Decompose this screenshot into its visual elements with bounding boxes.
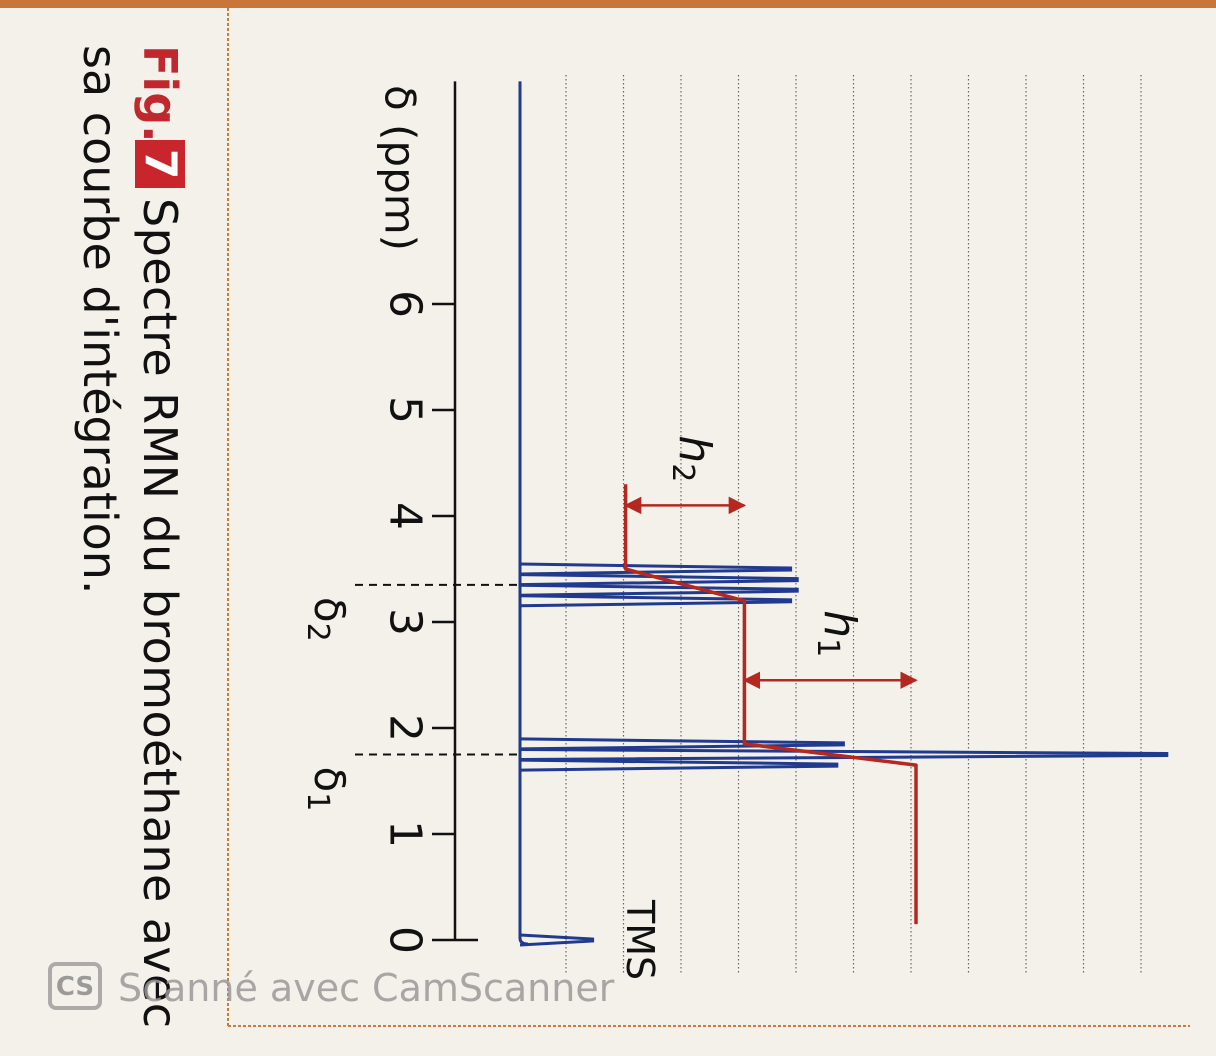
watermark-text: Scanné avec CamScanner bbox=[118, 966, 615, 1010]
peak bbox=[519, 594, 793, 608]
height-symbol: h bbox=[815, 610, 866, 638]
peak bbox=[519, 933, 595, 947]
peak bbox=[519, 737, 845, 751]
top-edge bbox=[0, 0, 1216, 8]
fig-number: 7 bbox=[135, 149, 186, 180]
tms-label: TMS bbox=[618, 899, 662, 980]
peak bbox=[519, 758, 839, 772]
x-axis-label: δ (ppm) bbox=[376, 85, 425, 251]
x-tick-label: 6 bbox=[380, 290, 431, 318]
x-tick-label: 0 bbox=[380, 926, 431, 954]
delta-label: δ2 bbox=[301, 597, 355, 642]
peak bbox=[519, 583, 799, 597]
peak bbox=[519, 562, 793, 576]
delta-sub: 2 bbox=[301, 623, 336, 642]
x-tick-label: 1 bbox=[380, 820, 431, 848]
fig-label: Fig. bbox=[133, 45, 187, 143]
delta-label: δ1 bbox=[301, 767, 355, 812]
delta-sub: 1 bbox=[301, 792, 336, 811]
x-tick-label: 5 bbox=[380, 396, 431, 424]
height-sub: 2 bbox=[666, 463, 701, 482]
height-sub: 1 bbox=[811, 638, 846, 657]
watermark-logo-box bbox=[48, 962, 102, 1010]
x-tick-label: 4 bbox=[380, 502, 431, 530]
height-symbol: h bbox=[670, 435, 721, 463]
watermark-logo: CS bbox=[56, 972, 94, 1002]
delta-symbol: δ bbox=[306, 767, 355, 793]
fig-number-box bbox=[135, 140, 185, 188]
delta-symbol: δ bbox=[306, 597, 355, 623]
caption-line: sa courbe d'intégration. bbox=[73, 45, 127, 595]
height-label: h2 bbox=[666, 435, 721, 482]
x-tick-label: 3 bbox=[380, 608, 431, 636]
x-tick-label: 2 bbox=[380, 714, 431, 742]
caption-line: Spectre RMN du bromoéthane avec bbox=[133, 198, 187, 1028]
height-label: h1 bbox=[811, 610, 866, 657]
